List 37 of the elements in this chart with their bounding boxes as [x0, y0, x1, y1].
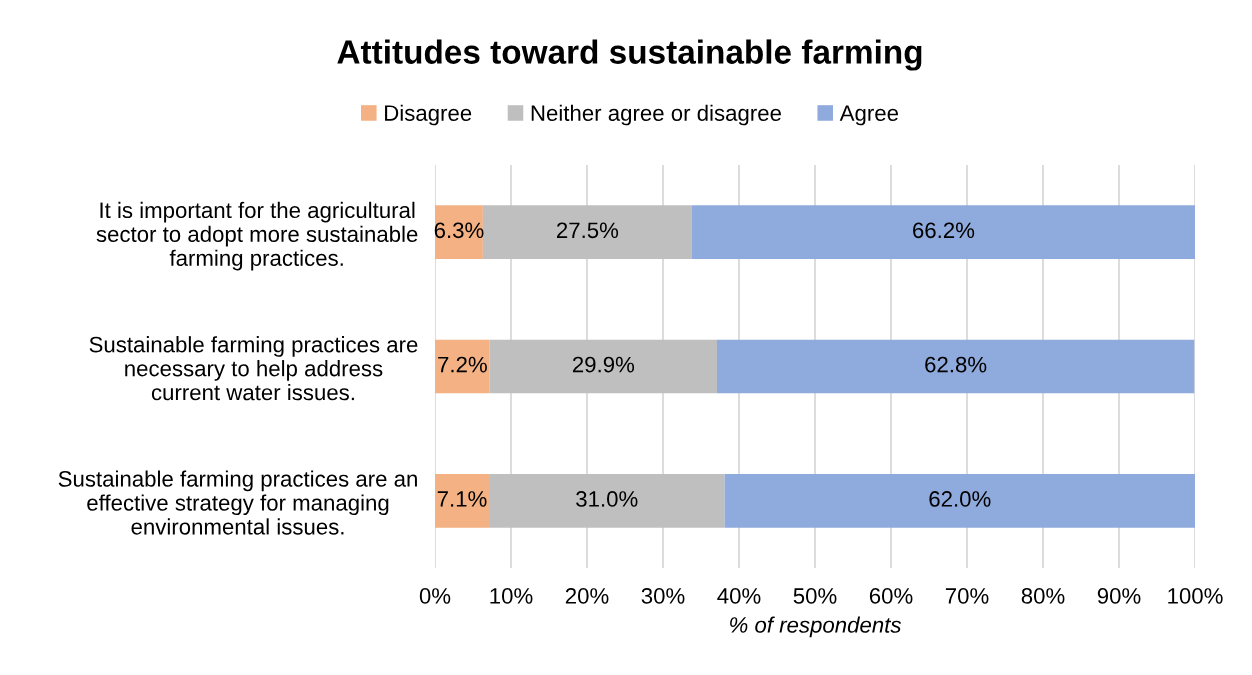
data-label: 62.0% [929, 491, 991, 507]
x-tick-label: 20% [565, 588, 609, 604]
legend-label: Neither agree or disagree [531, 104, 781, 126]
bar [691, 205, 1195, 260]
bar [488, 473, 725, 528]
bar [435, 205, 483, 260]
y-tick-label: Sustainable farming practices are necessary to help address current water issues. [89, 336, 418, 401]
bar [724, 473, 1195, 528]
x-tick-label: 0% [419, 588, 451, 604]
data-label: 6.3% [434, 222, 484, 239]
data-label: 7.2% [438, 356, 487, 373]
x-tick-label: 10% [490, 588, 533, 604]
data-label: 62.8% [925, 356, 987, 373]
x-axis-title: % of respondents [730, 616, 902, 638]
legend-label: Disagree [385, 104, 472, 126]
data-label: 27.5% [556, 222, 619, 239]
x-tick-label: 40% [717, 588, 761, 604]
bar [435, 473, 489, 528]
x-tick-label: 50% [793, 588, 837, 604]
x-tick-label: 90% [1097, 588, 1141, 604]
bar [482, 205, 692, 260]
y-tick-label: Sustainable farming practices are an effective strategy for managing environmental issues. [58, 470, 417, 535]
x-tick-label: 60% [869, 588, 913, 604]
x-tick-label: 30% [641, 588, 685, 604]
data-label: 31.0% [576, 491, 638, 507]
data-label: 29.9% [572, 356, 635, 373]
bar [716, 339, 1195, 394]
bar [489, 339, 717, 394]
chart-title: Attitudes toward sustainable farming [337, 39, 922, 71]
x-tick-label: 80% [1021, 588, 1065, 604]
data-label: 66.2% [913, 222, 975, 239]
x-tick-label: 70% [945, 588, 989, 604]
data-label: 7.1% [437, 491, 487, 507]
y-tick-label: It is important for the agricultural sector to adopt more sustainable farming practices. [96, 201, 418, 271]
bar [435, 339, 490, 394]
legend-label: Agree [839, 105, 898, 126]
x-tick-label: 100% [1168, 588, 1223, 604]
